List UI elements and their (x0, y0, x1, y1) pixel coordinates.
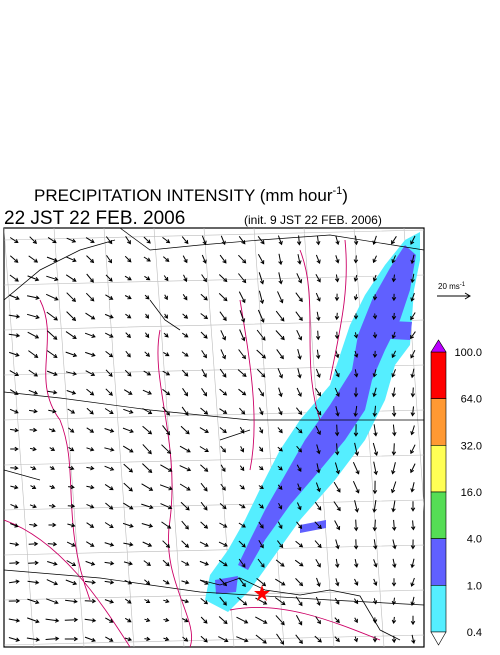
colorbar-over (430, 339, 447, 353)
lat-lon-grid (4, 228, 424, 647)
coastline (4, 239, 401, 641)
vector-legend: 20 ms-1 (437, 282, 471, 300)
vector-legend-arrow (437, 292, 471, 300)
colorbar-segment (430, 351, 447, 399)
colorbar-label: 100.0 (454, 347, 482, 359)
map (3, 227, 425, 648)
title-text: PRECIPITATION INTENSITY (mm hour (34, 186, 333, 205)
colorbar-segment (430, 398, 447, 446)
map-lines (4, 228, 424, 606)
colorbar-label: 64.0 (461, 394, 482, 406)
valid-time: 22 JST 22 FEB. 2006 (4, 208, 185, 229)
colorbar-label: 32.0 (461, 440, 482, 452)
vector-legend-text: 20 ms (438, 282, 460, 291)
location-star (254, 585, 270, 601)
colorbar-under (430, 631, 447, 646)
vector-legend-sup: -1 (460, 282, 466, 288)
pressure-contours (4, 239, 381, 647)
colorbar-label: 16.0 (461, 487, 482, 499)
wind-vectors (8, 235, 416, 645)
colorbar-segment (430, 585, 447, 633)
colorbar-label: 1.0 (467, 580, 482, 592)
colorbar-segment (430, 538, 447, 586)
colorbar: 100.0 64.0 32.0 16.0 4.0 1.0 0.4 (430, 339, 482, 646)
vector-legend-label: 20 ms-1 (438, 282, 466, 291)
grid-lines (4, 228, 424, 647)
title: PRECIPITATION INTENSITY (mm hour-1) (34, 185, 348, 205)
title-end: ) (342, 186, 348, 205)
title-sup: -1 (332, 185, 342, 197)
colorbar-label: 4.0 (467, 534, 482, 546)
init-time: (init. 9 JST 22 FEB. 2006) (244, 213, 382, 227)
colorbar-label: 0.4 (467, 627, 482, 639)
colorbar-segment (430, 491, 447, 539)
map-content (4, 228, 424, 647)
colorbar-segment (430, 445, 447, 493)
